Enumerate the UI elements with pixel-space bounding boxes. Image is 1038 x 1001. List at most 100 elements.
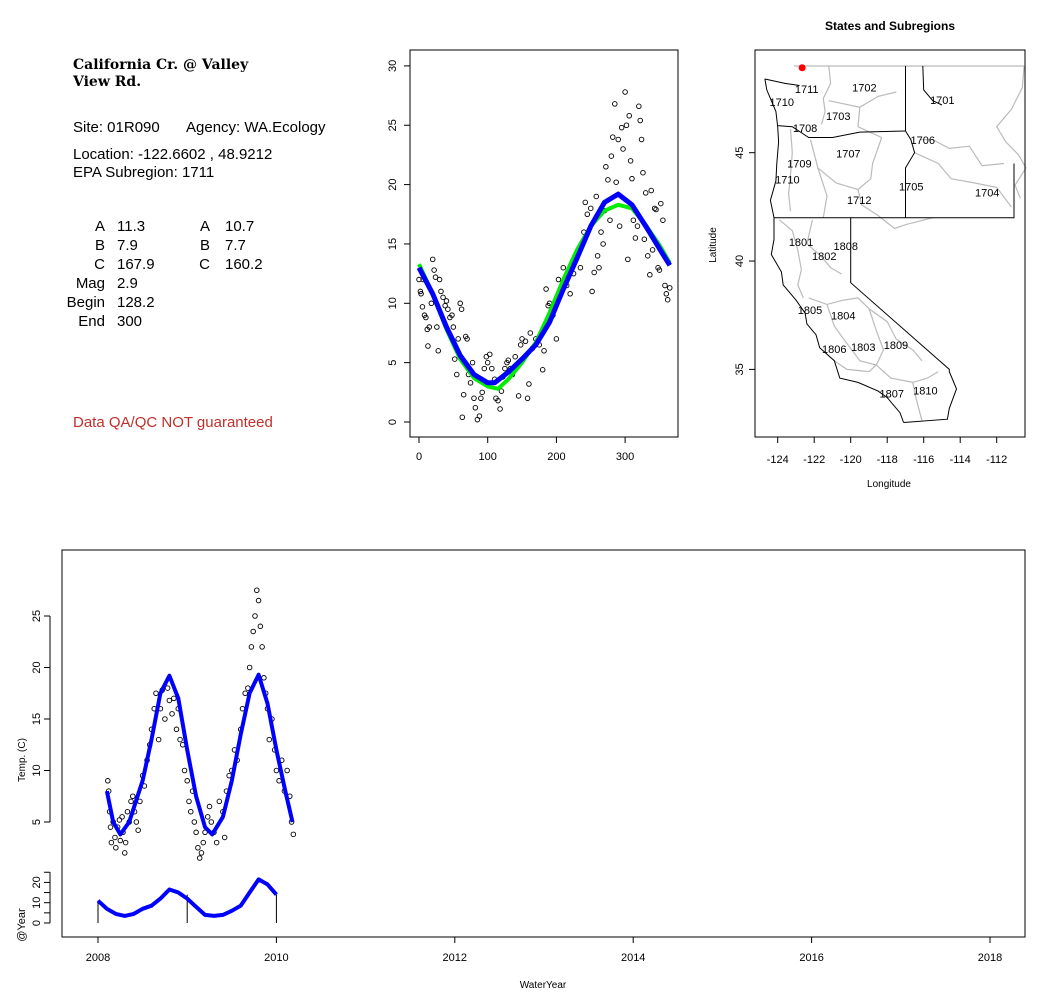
x-tick-label: 0 bbox=[416, 451, 422, 463]
data-point bbox=[250, 628, 256, 635]
x-tick-label: 100 bbox=[479, 451, 497, 463]
data-point bbox=[116, 817, 123, 823]
data-point bbox=[471, 395, 477, 402]
data-point bbox=[524, 395, 531, 402]
x-tick-label: -124 bbox=[767, 454, 789, 466]
data-point bbox=[255, 597, 262, 604]
data-point bbox=[527, 330, 534, 336]
data-point bbox=[512, 353, 518, 360]
y-tick-label: 5 bbox=[31, 819, 43, 825]
data-point bbox=[124, 808, 131, 815]
subregion-border bbox=[809, 139, 828, 218]
fit-line bbox=[104, 672, 295, 837]
data-point bbox=[432, 274, 439, 280]
y-tick-label: 45 bbox=[734, 147, 746, 159]
data-point bbox=[261, 675, 267, 681]
data-point bbox=[242, 690, 248, 697]
x-tick-label: 2014 bbox=[621, 952, 645, 964]
data-point bbox=[122, 850, 128, 856]
data-point bbox=[166, 697, 173, 704]
param-label: C bbox=[199, 256, 210, 273]
data-point bbox=[634, 223, 641, 229]
data-point bbox=[479, 389, 485, 396]
subregion-label: 1705 bbox=[899, 182, 923, 194]
data-point bbox=[647, 272, 653, 278]
y-tick-label: 15 bbox=[387, 238, 399, 250]
data-point bbox=[266, 736, 273, 743]
agency: Agency: WA.Ecology bbox=[186, 119, 326, 136]
site-title: California Cr. @ Valley View Rd. bbox=[73, 57, 248, 91]
data-point bbox=[651, 205, 658, 212]
data-point bbox=[423, 314, 429, 321]
data-point bbox=[200, 839, 207, 846]
data-point bbox=[428, 300, 435, 307]
data-point bbox=[273, 767, 280, 774]
param-label: A bbox=[199, 218, 210, 235]
data-point bbox=[184, 778, 190, 784]
data-point bbox=[188, 808, 194, 815]
data-point bbox=[248, 644, 255, 650]
inset-y-axis-label: @Year bbox=[16, 908, 28, 942]
subregion-label: 1810 bbox=[913, 386, 937, 398]
state-border bbox=[764, 78, 905, 423]
data-point bbox=[539, 367, 546, 373]
data-point bbox=[213, 839, 220, 846]
data-point bbox=[567, 291, 573, 297]
data-point bbox=[459, 414, 466, 421]
x-axis-label: Longitude bbox=[867, 479, 911, 490]
data-point bbox=[560, 264, 567, 271]
y-axis-label: Latitude bbox=[708, 227, 719, 263]
data-point bbox=[107, 824, 114, 830]
data-point bbox=[642, 190, 649, 196]
data-point bbox=[191, 819, 198, 825]
param-value: 7.9 bbox=[117, 237, 138, 254]
data-point bbox=[638, 136, 645, 143]
data-point bbox=[162, 716, 168, 722]
data-point bbox=[436, 276, 443, 283]
data-point bbox=[186, 798, 192, 805]
data-point bbox=[259, 644, 265, 650]
data-point bbox=[649, 247, 656, 253]
data-point bbox=[458, 306, 465, 312]
subregion-border bbox=[806, 219, 842, 275]
data-point bbox=[641, 236, 648, 242]
data-point bbox=[658, 200, 664, 207]
data-point bbox=[607, 217, 613, 223]
x-tick-label: 2016 bbox=[799, 952, 823, 964]
y-tick-label: 20 bbox=[387, 178, 399, 190]
fit-line-green bbox=[417, 202, 672, 391]
x-tick-label: -116 bbox=[913, 454, 934, 466]
data-point bbox=[502, 365, 508, 372]
y-tick-label: 5 bbox=[387, 360, 399, 366]
data-point bbox=[419, 304, 426, 310]
subregion-border bbox=[914, 152, 1012, 208]
data-point bbox=[622, 89, 628, 95]
data-point bbox=[467, 380, 474, 386]
data-point bbox=[252, 613, 258, 619]
subregion-label: 1807 bbox=[880, 389, 904, 401]
data-point bbox=[257, 623, 264, 630]
data-point bbox=[636, 103, 642, 110]
x-tick-label: -120 bbox=[840, 454, 862, 466]
data-point bbox=[434, 324, 440, 330]
y-tick-label: 20 bbox=[31, 661, 43, 673]
subregion-label: 1809 bbox=[884, 340, 908, 352]
data-point bbox=[660, 217, 666, 223]
data-point bbox=[204, 814, 211, 820]
timeseries-frame bbox=[61, 549, 1026, 938]
y-tick-label: 25 bbox=[387, 119, 399, 131]
state-border bbox=[764, 78, 800, 86]
subregion-label: 1707 bbox=[836, 148, 860, 160]
data-point bbox=[449, 312, 455, 318]
param-value: 167.9 bbox=[117, 256, 155, 273]
subregion-label: 1808 bbox=[834, 241, 858, 253]
subregion-border bbox=[920, 139, 1005, 167]
data-point bbox=[515, 393, 522, 399]
data-point bbox=[577, 264, 584, 271]
param-label: A bbox=[94, 218, 105, 235]
subregion-label: 1708 bbox=[793, 123, 817, 135]
epa-subregion: EPA Subregion: 1711 bbox=[73, 164, 215, 181]
subregion-border bbox=[787, 128, 793, 212]
data-point bbox=[623, 122, 630, 128]
